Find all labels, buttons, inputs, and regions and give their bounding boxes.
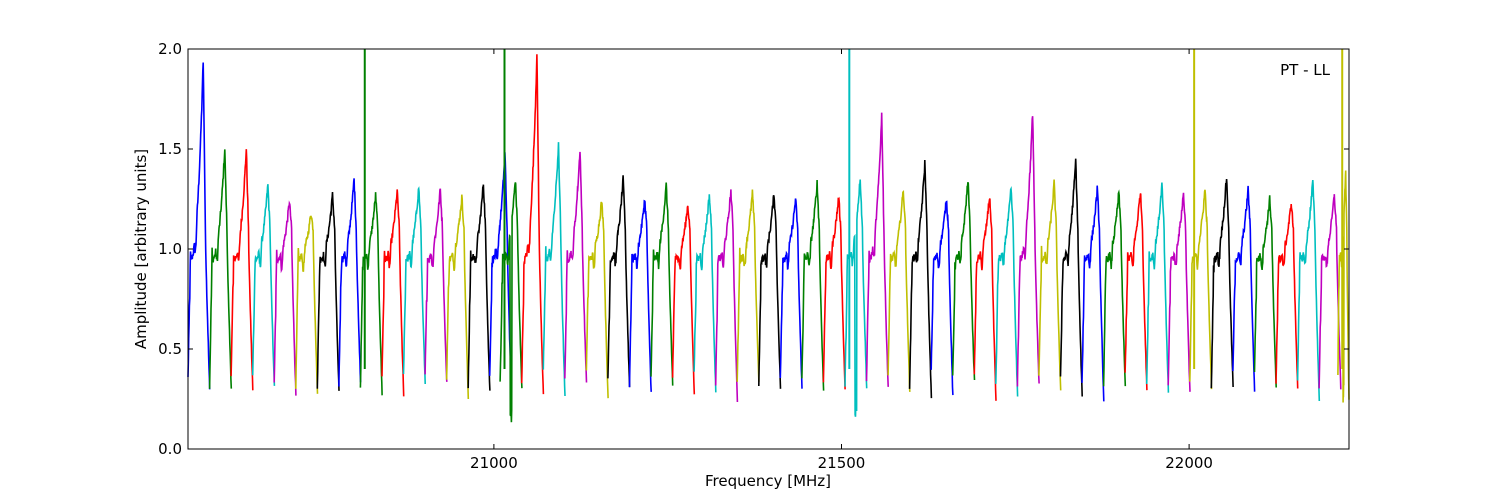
series-line	[424, 188, 448, 382]
y-tick-label: 2.0	[158, 40, 182, 58]
series-line	[714, 189, 739, 403]
series-line	[230, 149, 254, 391]
series-line	[1210, 179, 1234, 389]
y-tick-label: 0.5	[158, 340, 182, 358]
y-tick-label: 0.0	[158, 440, 182, 458]
series-line	[671, 205, 696, 395]
series-line	[402, 186, 426, 385]
series-line	[1102, 189, 1127, 387]
series-line	[887, 189, 911, 392]
series-line	[801, 179, 825, 391]
series-lines	[187, 49, 1350, 423]
series-line	[1081, 185, 1105, 402]
y-tick-label: 1.0	[158, 240, 182, 258]
series-line	[251, 184, 276, 386]
corner-annotation: PT - LL	[1280, 61, 1331, 79]
series-line	[1253, 195, 1277, 388]
series-line	[1016, 116, 1040, 387]
series-line	[628, 199, 652, 392]
series-line	[520, 54, 545, 395]
series-line	[1296, 180, 1321, 402]
series-line	[1275, 204, 1299, 389]
series-line	[381, 189, 405, 397]
series-line	[930, 200, 954, 396]
series-line	[693, 194, 717, 393]
x-axis-label: Frequency [MHz]	[705, 472, 831, 490]
series-line	[650, 182, 674, 386]
series-line	[359, 192, 383, 396]
x-tick-label: 22000	[1165, 454, 1213, 472]
series-line	[1318, 194, 1342, 390]
series-line	[822, 196, 846, 390]
series-line	[445, 194, 470, 400]
series-line	[995, 186, 1019, 397]
series-line	[1059, 158, 1083, 397]
series-line	[1038, 179, 1062, 391]
series-line	[951, 181, 976, 381]
series-line	[273, 200, 297, 396]
series-line	[1124, 193, 1148, 391]
series-line	[1145, 182, 1170, 393]
series-line	[973, 198, 997, 401]
x-tick-label: 21000	[470, 454, 518, 472]
series-line	[295, 215, 319, 394]
series-line	[467, 184, 491, 391]
series-line	[779, 198, 803, 389]
series-line	[1232, 185, 1256, 392]
series-line	[499, 182, 523, 423]
series-line	[844, 179, 868, 417]
series-line	[865, 112, 889, 387]
series-line	[585, 201, 609, 399]
series-line	[736, 189, 760, 382]
series-line	[187, 62, 211, 390]
plot-frame	[187, 48, 1350, 450]
y-tick-label: 1.5	[158, 140, 182, 158]
series-line	[542, 142, 566, 397]
x-tick-label: 21500	[818, 454, 866, 472]
series-line	[338, 178, 362, 387]
series-line	[208, 149, 233, 389]
axis-ticks: 21000 21500 22000 0.0 0.5 1.0 1.5 2.0	[158, 40, 1349, 472]
series-line	[1189, 189, 1213, 390]
plot-border	[187, 48, 1350, 450]
series-line	[1337, 170, 1350, 403]
series-line	[316, 191, 340, 391]
series-line	[564, 151, 588, 383]
series-line	[488, 152, 513, 395]
series-line	[758, 195, 782, 389]
y-axis-label: Amplitude [arbitrary units]	[132, 149, 150, 349]
series-line	[908, 159, 933, 399]
series-line	[1167, 192, 1191, 392]
series-line	[607, 175, 631, 388]
